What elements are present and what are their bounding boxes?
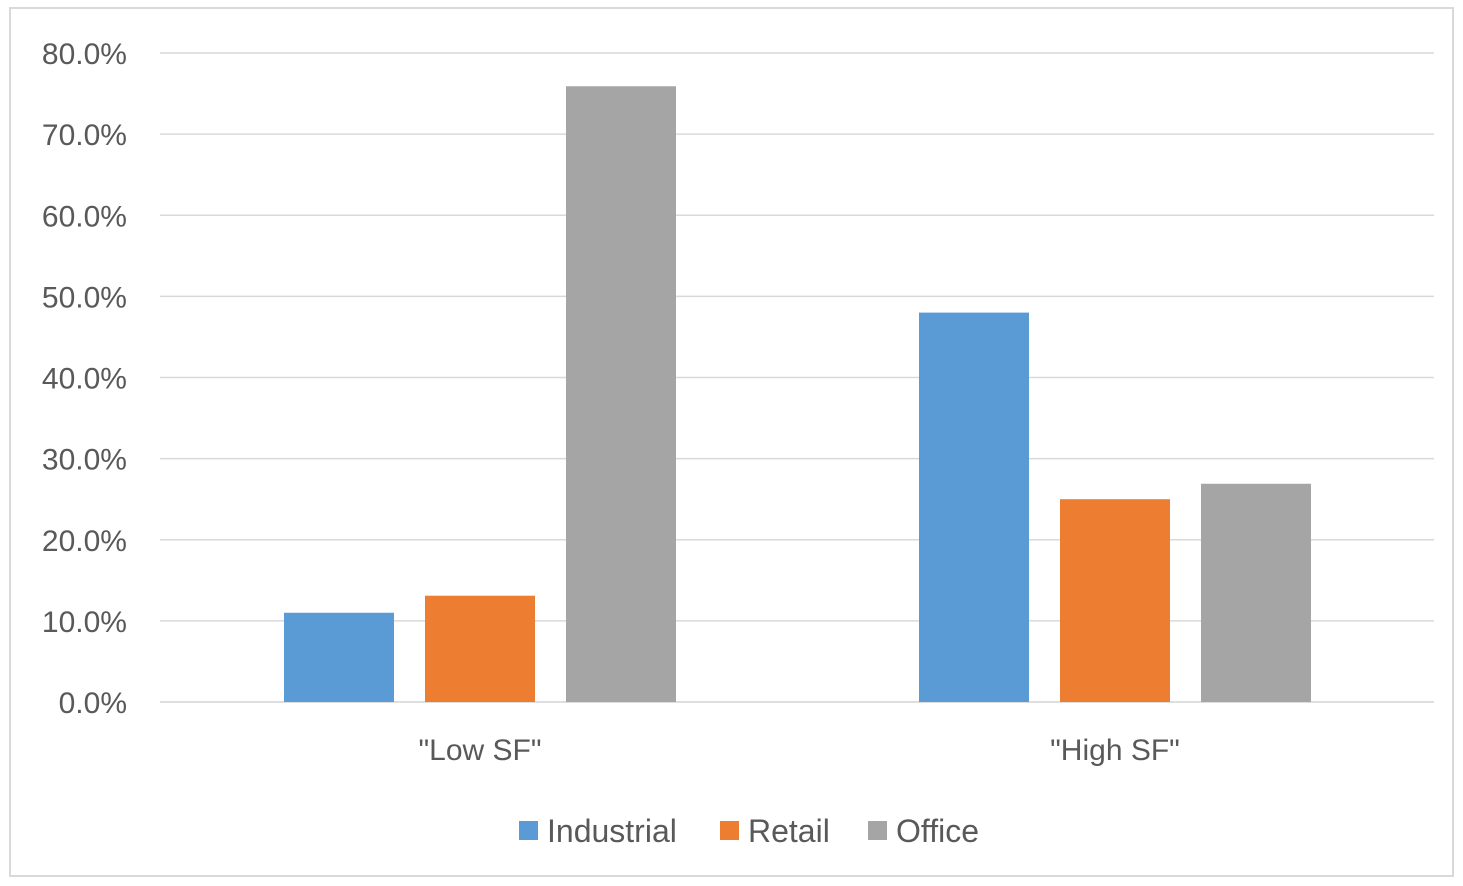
- bar-industrial-low-sf: [284, 612, 394, 702]
- y-axis-tick-labels: 0.0% 10.0% 20.0% 30.0% 40.0% 50.0% 60.0% 70.0% 8…: [42, 38, 127, 720]
- bars: [284, 86, 1311, 703]
- y-tick-label: 50.0%: [42, 281, 127, 314]
- x-axis-tick-labels: "Low SF" "High SF": [418, 734, 1179, 767]
- bar-industrial-high-sf: [919, 312, 1029, 702]
- legend-swatch-office: [868, 821, 887, 840]
- bar-retail-high-sf: [1060, 499, 1170, 702]
- legend-label-office: Office: [896, 813, 979, 849]
- chart-frame: [9, 7, 1454, 877]
- x-tick-label: "Low SF": [418, 734, 541, 767]
- y-tick-label: 20.0%: [42, 525, 127, 558]
- legend-swatch-industrial: [519, 821, 538, 840]
- y-tick-label: 30.0%: [42, 444, 127, 477]
- x-tick-label: "High SF": [1050, 734, 1180, 767]
- legend-label-retail: Retail: [748, 813, 830, 849]
- y-tick-label: 70.0%: [42, 119, 127, 152]
- legend-label-industrial: Industrial: [547, 813, 677, 849]
- y-tick-label: 40.0%: [42, 363, 127, 396]
- y-tick-label: 80.0%: [42, 38, 127, 71]
- y-tick-label: 0.0%: [59, 687, 127, 720]
- bar-office-low-sf: [566, 86, 676, 703]
- bar-office-high-sf: [1201, 483, 1311, 702]
- y-tick-label: 60.0%: [42, 200, 127, 233]
- legend-swatch-retail: [720, 821, 739, 840]
- bar-retail-low-sf: [425, 595, 535, 702]
- legend: Industrial Retail Office: [519, 813, 979, 849]
- y-tick-label: 10.0%: [42, 606, 127, 639]
